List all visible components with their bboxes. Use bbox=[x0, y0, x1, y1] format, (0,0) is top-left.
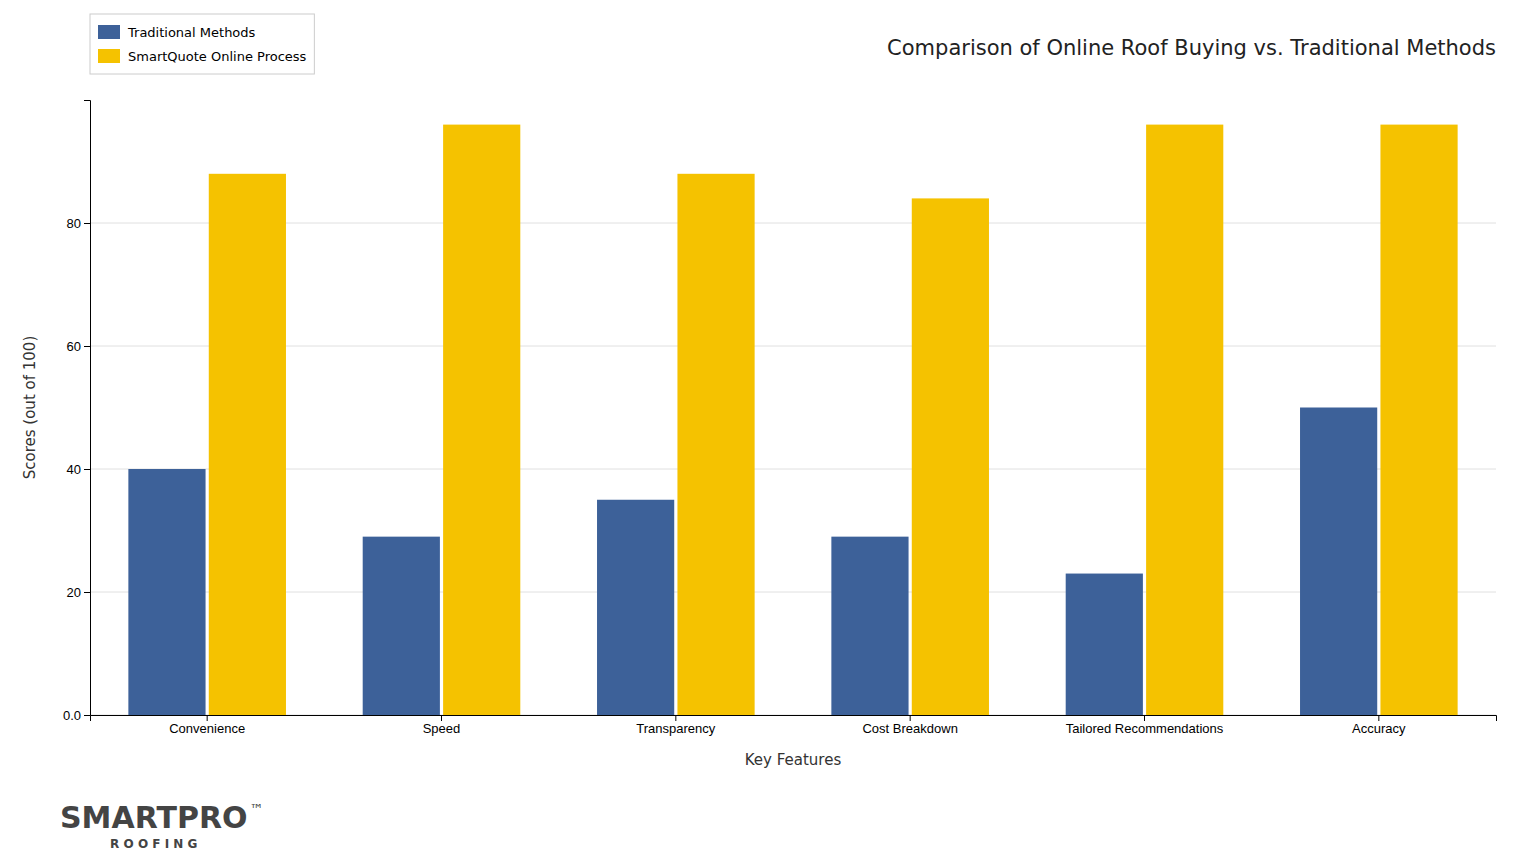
y-tick-label: 20 bbox=[67, 585, 81, 600]
y-tick: 40 bbox=[67, 462, 90, 477]
bar bbox=[363, 537, 440, 715]
y-tick-label: 60 bbox=[67, 339, 81, 354]
y-tick-label: 0.0 bbox=[63, 708, 81, 723]
bar bbox=[209, 174, 286, 715]
legend-item: Traditional Methods bbox=[98, 25, 256, 40]
x-tick: Accuracy bbox=[1352, 715, 1406, 736]
legend-swatch bbox=[98, 49, 120, 63]
y-tick-mark bbox=[84, 469, 90, 470]
y-tick-mark bbox=[84, 715, 90, 716]
y-tick-label: 80 bbox=[67, 216, 81, 231]
grid-line bbox=[90, 346, 1496, 347]
x-tick: Tailored Recommendations bbox=[1066, 715, 1224, 736]
y-tick-label: 40 bbox=[67, 462, 81, 477]
x-tick-label: Accuracy bbox=[1352, 721, 1406, 736]
y-tick: 0.0 bbox=[63, 708, 90, 723]
x-tick-mark bbox=[207, 715, 208, 721]
bar bbox=[912, 198, 989, 715]
legend-label: SmartQuote Online Process bbox=[128, 49, 307, 64]
x-tick-label: Convenience bbox=[169, 721, 245, 736]
x-tick-label: Cost Breakdown bbox=[862, 721, 957, 736]
grid-line bbox=[90, 223, 1496, 224]
legend-swatch bbox=[98, 25, 120, 39]
bar bbox=[1066, 574, 1143, 715]
y-tick: 20 bbox=[67, 585, 90, 600]
annotation: ™ bbox=[250, 801, 264, 817]
legend: Traditional Methods SmartQuote Online Pro… bbox=[90, 14, 314, 74]
y-tick-mark bbox=[84, 592, 90, 593]
bar bbox=[128, 469, 205, 715]
bar-series bbox=[209, 125, 1458, 715]
y-axis-title: Scores (out of 100) bbox=[21, 336, 39, 480]
bar bbox=[1146, 125, 1223, 715]
y-tick-mark bbox=[84, 346, 90, 347]
x-tick-mark bbox=[441, 715, 442, 721]
x-tick-label: Speed bbox=[423, 721, 461, 736]
legend-box bbox=[90, 14, 314, 74]
grid-line bbox=[90, 469, 1496, 470]
legend-label: Traditional Methods bbox=[127, 25, 256, 40]
x-tick-mark bbox=[675, 715, 676, 721]
x-tick-mark bbox=[1144, 715, 1145, 721]
x-tick: Convenience bbox=[169, 715, 245, 736]
x-tick: Transparency bbox=[636, 715, 715, 736]
annotations: SMARTPRO™ R O O F I N G bbox=[60, 800, 264, 851]
bar bbox=[677, 174, 754, 715]
bar bbox=[443, 125, 520, 715]
x-axis-title: Key Features bbox=[745, 751, 842, 769]
y-tick-mark bbox=[84, 223, 90, 224]
y-axis: 0.0 20 40 60 80 bbox=[63, 101, 91, 723]
grid bbox=[90, 223, 1496, 715]
x-tick-mark bbox=[910, 715, 911, 721]
x-tick-mark bbox=[1378, 715, 1379, 721]
chart: Convenience Speed Transparency Cost Breakdo… bbox=[0, 0, 1536, 865]
x-axis: Convenience Speed Transparency Cost Breakdo… bbox=[91, 715, 1497, 736]
grid-line bbox=[90, 592, 1496, 593]
annotation: R O O F I N G bbox=[110, 837, 197, 851]
x-tick: Speed bbox=[423, 715, 461, 736]
chart-container: Convenience Speed Transparency Cost Breakdo… bbox=[0, 0, 1536, 865]
title: Comparison of Online Roof Buying vs. Tra… bbox=[887, 36, 1496, 60]
bar bbox=[597, 500, 674, 715]
y-tick: 60 bbox=[67, 339, 90, 354]
x-tick-label: Transparency bbox=[636, 721, 715, 736]
x-tick-label: Tailored Recommendations bbox=[1066, 721, 1224, 736]
bar bbox=[1380, 125, 1457, 715]
bars bbox=[128, 125, 1457, 715]
bar bbox=[1300, 408, 1377, 716]
x-tick: Cost Breakdown bbox=[862, 715, 957, 736]
plot: Convenience Speed Transparency Cost Breakdo… bbox=[21, 101, 1497, 770]
legend-item: SmartQuote Online Process bbox=[98, 49, 307, 64]
bar bbox=[831, 537, 908, 715]
x-axis-line bbox=[91, 716, 1497, 722]
annotation: SMARTPRO bbox=[60, 800, 248, 835]
y-tick: 80 bbox=[67, 216, 90, 231]
y-axis-line bbox=[84, 101, 91, 716]
